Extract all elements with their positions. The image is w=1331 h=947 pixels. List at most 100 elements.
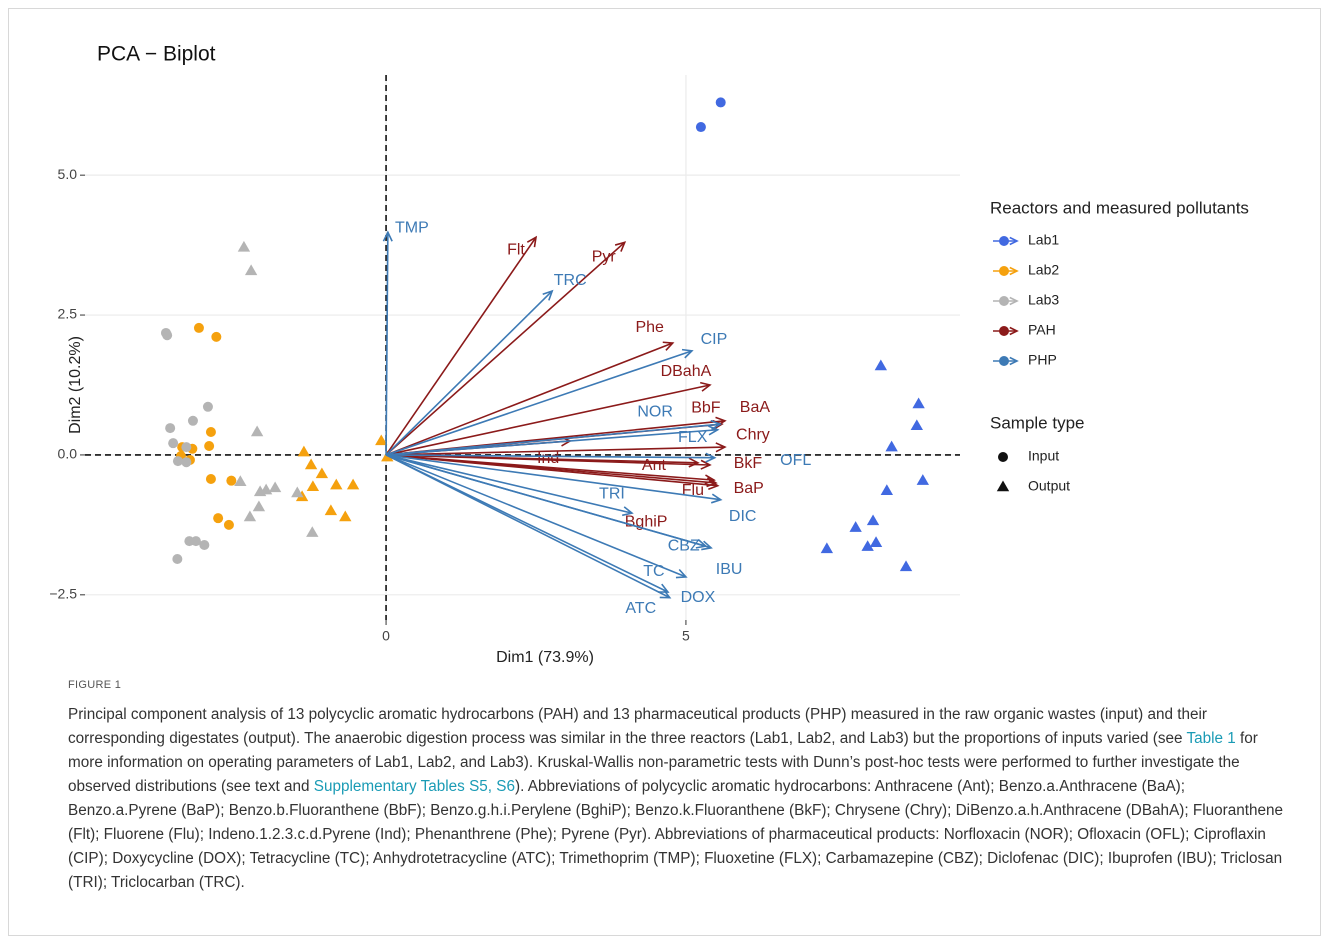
loading-arrow (386, 454, 715, 481)
loading-arrow (385, 232, 389, 455)
arrow-head (700, 459, 712, 470)
input-point (199, 540, 210, 551)
arrow-head (657, 583, 670, 593)
loading-arrow (385, 454, 718, 487)
output-point (244, 264, 258, 276)
output-point (268, 481, 282, 493)
output-point (304, 458, 318, 470)
legend-key (999, 356, 1009, 366)
legend-label: PAH (1028, 322, 1056, 338)
loading-arrow (385, 290, 553, 456)
output-point (912, 397, 925, 409)
arrow-label: Ant (642, 457, 667, 474)
arrow-head (662, 341, 675, 351)
output-point (820, 542, 834, 554)
legend-key (999, 236, 1009, 246)
output-point (237, 240, 251, 252)
loading-arrow (385, 454, 706, 547)
input-point (205, 473, 216, 484)
x-tick-label: 5 (682, 628, 690, 644)
arrow-label: DBahA (661, 363, 712, 380)
legend-key (996, 480, 1010, 492)
arrow-head (681, 348, 694, 359)
output-point (330, 478, 343, 490)
arrow-label: DIC (729, 508, 757, 525)
arrow-label: IBU (716, 561, 743, 578)
arrow-head (700, 381, 712, 392)
legend-key (1009, 296, 1019, 306)
loading-arrow (386, 446, 725, 456)
arrow-label: BaP (734, 480, 764, 497)
input-point (202, 401, 213, 412)
loading-arrow (385, 236, 537, 456)
output-point (252, 500, 266, 512)
arrow-head (542, 289, 554, 301)
loading-arrow (385, 454, 721, 501)
chart-title: PCA − Biplot (97, 43, 216, 66)
loading-arrow (385, 454, 633, 514)
legend-label: Input (1028, 448, 1059, 464)
arrow-head (704, 474, 716, 485)
caption-text: Principal component analysis of 13 polyc… (68, 706, 1208, 747)
output-point (250, 425, 264, 437)
input-point (211, 331, 222, 342)
output-point (880, 484, 894, 495)
arrow-label: FLX (678, 429, 708, 446)
loading-arrow (386, 454, 710, 466)
legend-label: Lab2 (1028, 262, 1059, 278)
output-point (339, 510, 352, 522)
arrow-head (708, 425, 720, 436)
legend-key (1009, 356, 1019, 366)
y-tick-label: 5.0 (58, 166, 78, 182)
arrow-head (695, 538, 708, 549)
output-point (324, 504, 338, 516)
x-axis-label: Dim1 (73.9%) (496, 649, 594, 666)
y-tick-label: −2.5 (49, 586, 77, 602)
loading-arrow (385, 423, 721, 456)
legend-key (1009, 236, 1019, 246)
arrow-head (382, 230, 393, 242)
table-link[interactable]: Table 1 (1186, 730, 1236, 747)
chart: PCA − Biplot Dim1 (73.9%) Dim2 (10.2%) R… (49, 43, 1249, 667)
output-point (234, 475, 247, 487)
loading-arrow (386, 428, 718, 456)
figure: PCA − Biplot Dim1 (73.9%) Dim2 (10.2%) R… (8, 8, 1321, 936)
output-point (346, 478, 360, 490)
legend-key (999, 296, 1009, 306)
arrow-head (701, 540, 713, 551)
arrow-head (688, 457, 700, 468)
arrow-label: Flt (507, 241, 525, 258)
input-point (193, 322, 204, 333)
legend-title: Reactors and measured pollutants (990, 198, 1249, 217)
arrow-label: CBZ (668, 537, 700, 554)
loading-arrow (385, 384, 711, 456)
input-point (695, 122, 706, 133)
input-point (213, 513, 224, 524)
arrow-head (705, 452, 717, 463)
input-point (715, 97, 726, 108)
legend-key (999, 326, 1009, 336)
arrow-label: Chry (736, 426, 770, 443)
input-point (223, 519, 234, 530)
y-axis-label: Dim2 (10.2%) (67, 336, 84, 434)
input-point (168, 438, 179, 449)
arrow-label: TC (643, 563, 664, 580)
output-point (297, 445, 311, 457)
input-point (205, 426, 216, 437)
output-point (885, 440, 898, 452)
legend-key (1009, 326, 1019, 336)
output-point (306, 480, 320, 492)
arrow-label: TMP (395, 219, 429, 236)
arrow-head (708, 479, 720, 490)
arrow-label: NOR (637, 403, 673, 420)
input-point (172, 456, 183, 467)
x-tick-label: 0 (382, 628, 390, 644)
output-point (916, 474, 929, 485)
arrow-label: BaA (740, 399, 771, 416)
input-point (162, 330, 173, 341)
legend-label: Output (1028, 478, 1070, 494)
supplementary-link[interactable]: Supplementary Tables S5, S6 (313, 778, 515, 795)
input-point (165, 423, 176, 434)
arrow-head (526, 235, 538, 248)
caption-text: for more information on operating parame… (68, 730, 1258, 795)
